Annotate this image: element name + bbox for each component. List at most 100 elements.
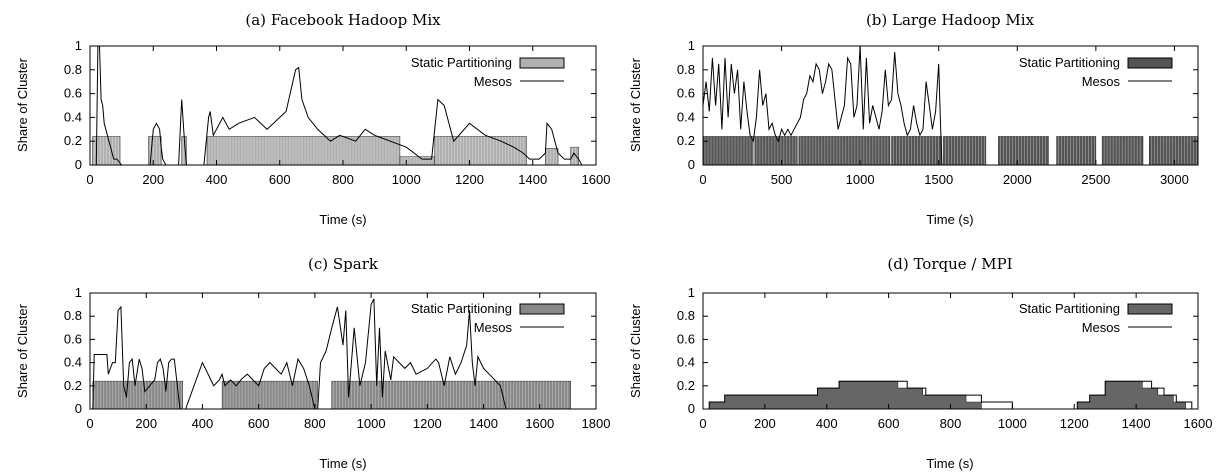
x-axis-label: Time (s) bbox=[926, 456, 973, 471]
y-tick-label: 0.6 bbox=[64, 86, 82, 101]
legend-label-static: Static Partitioning bbox=[411, 55, 512, 70]
x-tick-label: 600 bbox=[878, 416, 900, 431]
static-partitioning-block bbox=[998, 136, 1049, 166]
x-tick-label: 200 bbox=[135, 416, 157, 431]
x-tick-label: 800 bbox=[332, 172, 354, 187]
chart-panel-c: (c) Spark Share of Cluster Time (s) Stat… bbox=[0, 236, 610, 471]
x-tick-label: 1500 bbox=[924, 172, 953, 187]
x-tick-label: 1600 bbox=[1184, 416, 1213, 431]
y-tick-label: 0 bbox=[75, 401, 82, 416]
static-partitioning-block bbox=[1149, 136, 1199, 166]
legend-label-mesos: Mesos bbox=[474, 320, 513, 335]
x-tick-label: 1000 bbox=[998, 416, 1027, 431]
legend-swatch-static bbox=[1127, 303, 1173, 315]
x-tick-label: 200 bbox=[142, 172, 164, 187]
static-partitioning-block bbox=[1056, 136, 1097, 166]
x-tick-label: 200 bbox=[754, 416, 776, 431]
legend-swatch-static bbox=[1127, 57, 1173, 69]
chart-title: (c) Spark bbox=[308, 255, 379, 273]
y-tick-label: 0.4 bbox=[677, 109, 695, 124]
legend-label-static: Static Partitioning bbox=[1019, 55, 1120, 70]
y-tick-label: 0.2 bbox=[677, 378, 695, 393]
y-tick-label: 1 bbox=[688, 38, 695, 53]
y-tick-label: 0.2 bbox=[64, 378, 82, 393]
chart-b: (b) Large Hadoop Mix Share of Cluster Ti… bbox=[628, 11, 1199, 227]
chart-panel-a: (a) Facebook Hadoop Mix Share of Cluster… bbox=[0, 0, 610, 235]
x-tick-label: 1000 bbox=[392, 172, 421, 187]
x-tick-label: 1400 bbox=[469, 416, 498, 431]
plot-frame bbox=[702, 45, 1199, 166]
x-tick-label: 1400 bbox=[518, 172, 547, 187]
x-tick-label: 3000 bbox=[1160, 172, 1189, 187]
static-partitioning-block bbox=[92, 380, 184, 410]
chart-title: (d) Torque / MPI bbox=[887, 255, 1012, 273]
y-tick-label: 1 bbox=[75, 38, 82, 53]
plot-area bbox=[703, 380, 1193, 410]
static-partitioning-block bbox=[798, 136, 891, 166]
static-partitioning-block bbox=[891, 136, 943, 166]
static-partitioning-block bbox=[943, 136, 987, 166]
static-partitioning-block bbox=[1101, 136, 1144, 166]
y-tick-label: 0.6 bbox=[677, 86, 695, 101]
x-tick-label: 1800 bbox=[582, 416, 610, 431]
y-tick-label: 0.8 bbox=[677, 308, 695, 323]
x-tick-label: 400 bbox=[206, 172, 228, 187]
x-tick-label: 600 bbox=[269, 172, 291, 187]
x-tick-label: 1400 bbox=[1122, 416, 1151, 431]
y-tick-label: 0.4 bbox=[64, 109, 82, 124]
legend-label-mesos: Mesos bbox=[1082, 74, 1121, 89]
static-partitioning-block bbox=[754, 136, 798, 166]
y-tick-label: 0.2 bbox=[677, 133, 695, 148]
plot-area bbox=[90, 298, 571, 410]
x-tick-label: 1200 bbox=[1060, 416, 1089, 431]
x-axis-label: Time (s) bbox=[926, 212, 973, 227]
chart-c: (c) Spark Share of Cluster Time (s) Stat… bbox=[15, 255, 610, 471]
x-tick-label: 0 bbox=[86, 172, 93, 187]
static-partitioning-block bbox=[434, 136, 527, 166]
x-tick-label: 500 bbox=[771, 172, 793, 187]
plot-area bbox=[702, 45, 1199, 166]
legend-label-mesos: Mesos bbox=[474, 74, 513, 89]
chart-panel-d: (d) Torque / MPI Share of Cluster Time (… bbox=[610, 236, 1220, 471]
y-tick-label: 0 bbox=[688, 401, 695, 416]
mesos-line bbox=[702, 45, 943, 166]
legend-label-static: Static Partitioning bbox=[411, 301, 512, 316]
x-tick-label: 0 bbox=[86, 416, 93, 431]
y-axis-label: Share of Cluster bbox=[15, 303, 30, 398]
y-tick-label: 0 bbox=[75, 157, 82, 172]
y-tick-label: 1 bbox=[75, 285, 82, 300]
y-tick-label: 0.8 bbox=[64, 62, 82, 77]
static-partitioning-block bbox=[221, 380, 318, 410]
plot-frame bbox=[89, 292, 597, 410]
x-tick-label: 2000 bbox=[1003, 172, 1032, 187]
x-tick-label: 0 bbox=[699, 416, 706, 431]
y-tick-label: 1 bbox=[688, 285, 695, 300]
y-tick-label: 0.4 bbox=[677, 355, 695, 370]
legend-swatch-static bbox=[519, 303, 565, 315]
x-tick-label: 400 bbox=[192, 416, 214, 431]
x-tick-label: 1000 bbox=[846, 172, 875, 187]
y-axis-label: Share of Cluster bbox=[628, 303, 643, 398]
legend-label-mesos: Mesos bbox=[1082, 320, 1121, 335]
y-tick-label: 0.4 bbox=[64, 355, 82, 370]
x-tick-label: 1600 bbox=[525, 416, 554, 431]
y-tick-label: 0.2 bbox=[64, 133, 82, 148]
chart-d: (d) Torque / MPI Share of Cluster Time (… bbox=[628, 255, 1213, 471]
x-tick-label: 400 bbox=[816, 416, 838, 431]
x-axis-label: Time (s) bbox=[319, 212, 366, 227]
y-tick-label: 0.6 bbox=[677, 331, 695, 346]
x-tick-label: 1200 bbox=[455, 172, 484, 187]
x-tick-label: 800 bbox=[940, 416, 962, 431]
y-axis-label: Share of Cluster bbox=[628, 57, 643, 152]
y-tick-label: 0.8 bbox=[64, 308, 82, 323]
legend-swatch-static bbox=[519, 57, 565, 69]
x-tick-label: 800 bbox=[304, 416, 326, 431]
x-tick-label: 2500 bbox=[1081, 172, 1110, 187]
plot-area bbox=[90, 45, 583, 166]
x-tick-label: 1600 bbox=[582, 172, 610, 187]
y-tick-label: 0.6 bbox=[64, 331, 82, 346]
x-tick-label: 1200 bbox=[413, 416, 442, 431]
x-axis-label: Time (s) bbox=[319, 456, 366, 471]
mesos-line bbox=[703, 380, 1193, 410]
chart-title: (b) Large Hadoop Mix bbox=[866, 11, 1035, 29]
